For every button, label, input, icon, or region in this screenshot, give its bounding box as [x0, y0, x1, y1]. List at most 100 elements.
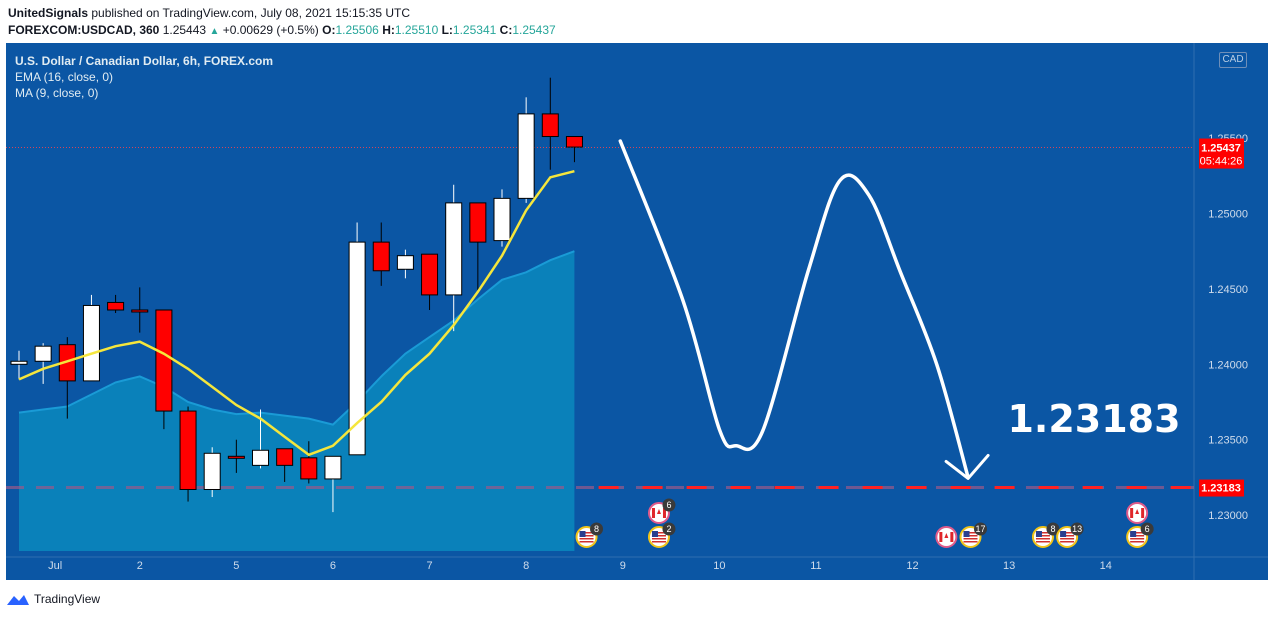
candle-body	[227, 455, 245, 459]
chart-area[interactable]: 1.231831.255001.250001.245001.240001.235…	[6, 43, 1268, 580]
chart-title: U.S. Dollar / Canadian Dollar, 6h, FOREX…	[15, 54, 274, 68]
candle-body	[396, 255, 414, 270]
candle-body	[203, 452, 221, 490]
target-annotation: 1.23183	[1007, 397, 1180, 441]
event-count-label: 8	[1050, 524, 1055, 534]
currency-tag[interactable]: CAD	[1219, 52, 1247, 68]
candle-body	[348, 241, 366, 456]
candle-body	[131, 309, 149, 313]
us-flag-stripe	[1060, 532, 1075, 534]
us-flag-stripe	[963, 538, 978, 540]
candle-body	[541, 113, 559, 138]
candle-body	[34, 345, 52, 362]
candle	[469, 202, 487, 291]
event-count-badge	[1046, 522, 1060, 536]
low-label: L:	[441, 23, 453, 37]
event-count-label: 17	[976, 524, 986, 534]
us-flag-stripe	[1130, 538, 1145, 540]
countdown-label: 05:44:26	[1200, 156, 1243, 168]
us-flag-event-icon[interactable]: 13	[1056, 522, 1084, 548]
chart-canvas[interactable]: 1.231831.255001.250001.245001.240001.235…	[6, 43, 1268, 580]
event-count-badge	[1140, 522, 1154, 536]
us-flag-stripe	[1035, 535, 1050, 537]
us-flag-event-icon[interactable]: 8	[575, 522, 604, 548]
x-tick-label: 8	[523, 560, 529, 572]
candle-body	[445, 202, 463, 296]
current-price-box	[1199, 138, 1244, 169]
close-label: C:	[499, 23, 513, 37]
us-flag-event-icon[interactable]: 8	[1031, 522, 1060, 548]
us-flag-stripe	[1130, 535, 1145, 537]
us-flag-event-icon[interactable]: 17	[959, 522, 988, 548]
tradingview-logo-icon	[7, 595, 29, 605]
candle	[203, 447, 221, 498]
publish-info: UnitedSignals published on TradingView.c…	[8, 6, 410, 20]
candle	[348, 222, 366, 456]
ema-legend[interactable]: EMA (16, close, 0)	[15, 70, 114, 84]
canada-flag-event-icon[interactable]	[1126, 502, 1149, 524]
candle-body	[421, 253, 439, 296]
ca-flag-band	[939, 532, 943, 542]
us-flag-canton	[1035, 531, 1042, 537]
ca-flag-band	[651, 508, 655, 518]
us-flag-stripe	[1060, 535, 1075, 537]
x-tick-label: 6	[330, 560, 336, 572]
ca-flag-band	[1130, 508, 1134, 518]
last-price: 1.25443	[162, 23, 207, 37]
symbol-label: FOREXCOM:USDCAD, 360	[8, 23, 160, 37]
y-tick-label: 1.24000	[1208, 359, 1248, 371]
ma-legend[interactable]: MA (9, close, 0)	[15, 86, 99, 100]
candle	[372, 222, 390, 286]
candle	[131, 287, 149, 333]
candle	[179, 406, 197, 502]
us-flag-stripe	[651, 541, 666, 543]
us-flag-stripe	[651, 535, 666, 537]
us-flag-event-icon[interactable]: 6	[1126, 522, 1154, 548]
us-flag-stripe	[1035, 532, 1050, 534]
candle-body	[469, 202, 487, 243]
us-flag-canton	[579, 531, 586, 537]
us-flag-stripe	[1060, 538, 1075, 540]
target-price-box	[1199, 479, 1244, 497]
close-value: 1.25437	[512, 23, 556, 37]
candle	[155, 309, 173, 430]
candle-body	[300, 457, 318, 480]
target-price-label: 1.23183	[1201, 483, 1241, 495]
canada-flag-event-icon[interactable]: 6	[647, 498, 676, 524]
candle-body	[252, 449, 269, 466]
us-flag-stripe	[651, 538, 666, 540]
candle-body	[493, 197, 511, 242]
event-count-label: 13	[1072, 524, 1082, 534]
projection-curve	[618, 139, 970, 480]
us-flag-event-icon[interactable]: 2	[647, 522, 676, 548]
us-flag-canton	[1130, 531, 1137, 537]
ca-flag-band	[662, 508, 666, 518]
candle	[324, 455, 342, 513]
y-tick-label: 1.23000	[1208, 510, 1248, 522]
candle	[227, 439, 245, 473]
current-price-label: 1.25437	[1201, 143, 1241, 155]
us-flag-stripe	[579, 541, 594, 543]
event-count-label: 6	[1145, 524, 1150, 534]
candle-body	[276, 448, 294, 466]
candle	[421, 253, 439, 310]
canada-flag-event-icon[interactable]	[935, 526, 958, 548]
ema-line	[18, 169, 575, 457]
candle	[517, 97, 535, 203]
candle-body	[179, 410, 197, 490]
candle	[58, 337, 76, 419]
event-count-badge	[662, 498, 676, 512]
high-value: 1.25510	[394, 23, 439, 37]
up-triangle-icon: ▲	[209, 26, 220, 37]
candle	[252, 409, 269, 469]
us-flag-canton	[963, 531, 970, 537]
author-name[interactable]: UnitedSignals	[8, 6, 89, 20]
event-count-badge	[1070, 522, 1084, 536]
us-flag-stripe	[1060, 541, 1075, 543]
us-flag-canton	[651, 531, 658, 537]
candle	[396, 249, 414, 279]
x-tick-label: 9	[620, 560, 626, 572]
candle	[10, 350, 28, 380]
y-tick-label: 1.24500	[1208, 284, 1248, 296]
x-tick-label: 10	[713, 560, 725, 572]
